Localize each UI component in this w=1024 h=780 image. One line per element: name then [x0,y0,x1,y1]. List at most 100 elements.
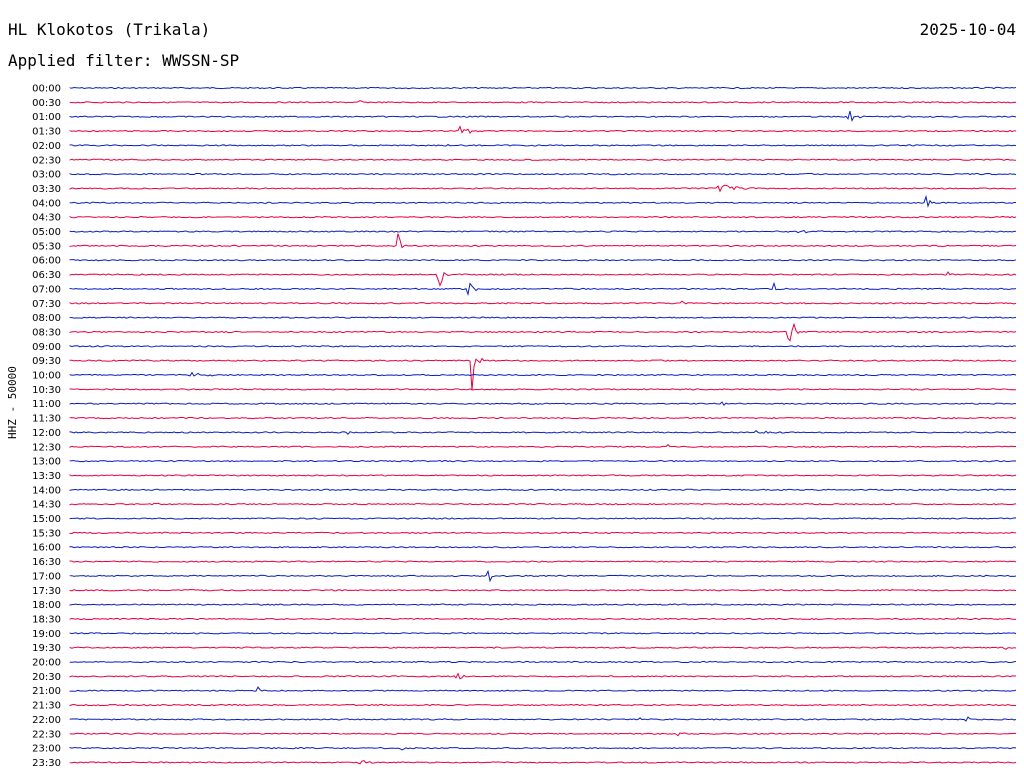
trace-line [69,281,1017,297]
time-label-0800: 08:00 [32,313,61,324]
trace-line [69,125,1017,134]
trace-line [69,546,1017,549]
time-label-0230: 02:30 [32,155,61,166]
trace-line [69,672,1017,680]
time-label-0300: 03:00 [32,170,61,181]
time-label-0900: 09:00 [32,342,61,353]
time-label-0630: 06:30 [32,270,61,281]
trace-line [69,388,1017,391]
time-label-0530: 05:30 [32,241,61,252]
trace-line [69,488,1017,491]
trace-line [69,459,1017,463]
time-label-1830: 18:30 [32,614,61,625]
time-label-1530: 15:30 [32,528,61,539]
trace-line [69,686,1017,692]
trace-line [69,603,1017,606]
time-label-0000: 00:00 [32,84,61,95]
time-label-0700: 07:00 [32,284,61,295]
trace-line [69,416,1017,420]
time-label-0930: 09:30 [32,356,61,367]
time-label-1030: 10:30 [32,385,61,396]
time-label-1130: 11:30 [32,414,61,425]
trace-line [69,100,1017,104]
trace-line [69,158,1017,161]
trace-line [69,316,1017,319]
trace-line [69,760,1017,765]
time-label-1700: 17:00 [32,571,61,582]
trace-line [69,322,1017,342]
trace-line [69,143,1017,147]
trace-line [69,444,1017,448]
time-label-2130: 21:30 [32,701,61,712]
time-label-1200: 12:00 [32,428,61,439]
trace-line [69,588,1017,592]
trace-line [69,184,1017,193]
time-label-2000: 20:00 [32,658,61,669]
time-label-0430: 04:30 [32,213,61,224]
trace-line [69,474,1017,477]
time-label-1730: 17:30 [32,586,61,597]
time-label-0500: 05:00 [32,227,61,238]
time-label-1800: 18:00 [32,600,61,611]
time-label-0600: 06:00 [32,256,61,267]
trace-line [69,371,1017,377]
trace-line [69,215,1017,219]
trace-line [69,401,1017,407]
trace-line [69,172,1017,176]
trace-line [69,531,1017,535]
date-label: 2025-10-04 [919,20,1016,39]
time-label-0030: 00:30 [32,98,61,109]
trace-line [69,233,1017,249]
trace-line [69,110,1017,123]
trace-line [69,703,1017,707]
trace-line [69,502,1017,506]
trace-line [69,716,1017,722]
time-label-0100: 01:00 [32,112,61,123]
time-label-2230: 22:30 [32,729,61,740]
time-label-0730: 07:30 [32,299,61,310]
trace-line [69,430,1017,436]
trace-line [69,300,1017,305]
trace-line [69,569,1017,583]
time-label-2030: 20:30 [32,672,61,683]
time-label-1900: 19:00 [32,629,61,640]
time-label-1630: 16:30 [32,557,61,568]
trace-line [69,345,1017,348]
trace-line [69,194,1017,208]
time-label-1230: 12:30 [32,442,61,453]
time-label-2300: 23:00 [32,744,61,755]
time-label-1500: 15:00 [32,514,61,525]
trace-line [69,86,1017,90]
time-label-1430: 14:30 [32,500,61,511]
station-title: HL Klokotos (Trikala) [8,20,211,39]
trace-line [69,560,1017,563]
trace-line [69,732,1017,737]
time-label-0200: 02:00 [32,141,61,152]
trace-line [69,271,1017,287]
filter-label: Applied filter: WWSSN-SP [8,51,240,70]
trace-line [69,660,1017,664]
time-label-0330: 03:30 [32,184,61,195]
time-label-1400: 14:00 [32,485,61,496]
time-label-1930: 19:30 [32,643,61,654]
trace-line [69,229,1017,234]
trace-line [69,617,1017,621]
time-label-2200: 22:00 [32,715,61,726]
trace-line [69,357,1017,391]
trace-line [69,632,1017,635]
time-label-2100: 21:00 [32,686,61,697]
trace-line [69,646,1017,650]
trace-line [69,746,1017,751]
time-label-1600: 16:00 [32,543,61,554]
trace-line [69,517,1017,520]
time-label-0130: 01:30 [32,127,61,138]
time-label-1300: 13:00 [32,457,61,468]
time-label-0830: 08:30 [32,327,61,338]
time-label-2330: 23:30 [32,758,61,769]
time-label-1100: 11:00 [32,399,61,410]
time-label-0400: 04:00 [32,198,61,209]
trace-line [69,259,1017,262]
time-label-1330: 13:30 [32,471,61,482]
time-label-1000: 10:00 [32,371,61,382]
